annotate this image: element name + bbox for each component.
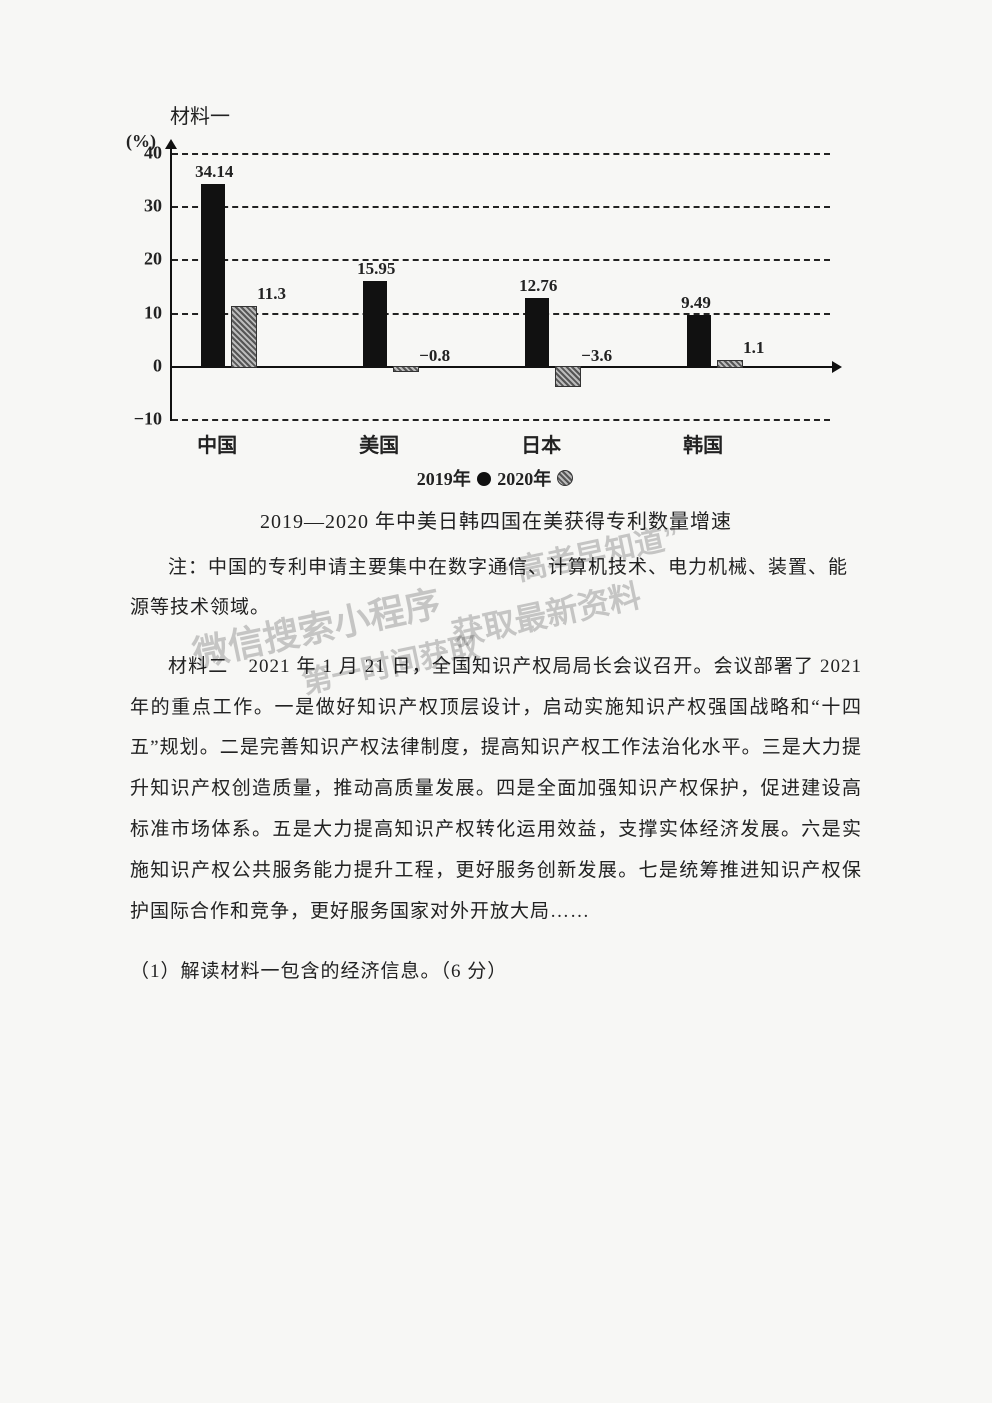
category-label: 中国 <box>197 429 237 458</box>
y-tick-label: 20 <box>120 249 162 270</box>
chart-caption: 2019—2020 年中美日韩四国在美获得专利数量增速 <box>130 505 862 534</box>
legend-swatch <box>477 472 491 486</box>
category-label: 日本 <box>521 429 561 458</box>
y-tick-label: 10 <box>120 302 162 323</box>
bar-value-label: 9.49 <box>681 293 711 313</box>
document-page: 材料一 (%) −1001020304034.1411.3中国15.95−0.8… <box>0 0 992 1403</box>
bar-value-label: −3.6 <box>581 346 612 366</box>
question-text: （1）解读材料一包含的经济信息。（6 分） <box>130 952 862 992</box>
bar-value-label: −0.8 <box>419 346 450 366</box>
bar-2019 <box>201 184 225 366</box>
gridline <box>172 419 830 421</box>
category-label: 美国 <box>359 429 399 458</box>
legend-item: 2019年 <box>417 469 493 489</box>
bar-2020 <box>555 366 581 387</box>
gridline <box>172 206 830 208</box>
bar-2020 <box>393 366 419 372</box>
bar-value-label: 1.1 <box>743 338 764 358</box>
y-tick-label: 0 <box>120 355 162 376</box>
y-tick-label: 30 <box>120 196 162 217</box>
bar-2019 <box>363 281 387 366</box>
gridline <box>172 313 830 315</box>
bar-value-label: 15.95 <box>357 259 395 279</box>
section-2-paragraph: 材料二 2021 年 1 月 21 日，全国知识产权局局长会议召开。会议部署了 … <box>130 647 862 933</box>
category-label: 韩国 <box>683 429 723 458</box>
bar-2019 <box>525 298 549 366</box>
bar-2019 <box>687 315 711 365</box>
gridline <box>172 259 830 261</box>
y-axis <box>170 147 172 421</box>
bar-value-label: 34.14 <box>195 162 233 182</box>
section-1-label: 材料一 <box>170 100 862 129</box>
bar-value-label: 11.3 <box>257 284 286 304</box>
legend-item: 2020年 <box>497 469 575 489</box>
bar-chart: (%) −1001020304034.1411.3中国15.95−0.8美国12… <box>120 135 840 455</box>
gridline <box>172 153 830 155</box>
bar-2020 <box>717 360 743 368</box>
chart-footnote: 注：中国的专利申请主要集中在数字通信、计算机技术、电力机械、装置、能源等技术领域… <box>130 548 862 628</box>
y-tick-label: 40 <box>120 143 162 164</box>
bar-2020 <box>231 306 257 368</box>
bar-value-label: 12.76 <box>519 276 557 296</box>
y-tick-label: −10 <box>120 409 162 430</box>
chart-legend: 2019年 2020年 <box>130 465 862 491</box>
legend-swatch <box>557 470 573 486</box>
